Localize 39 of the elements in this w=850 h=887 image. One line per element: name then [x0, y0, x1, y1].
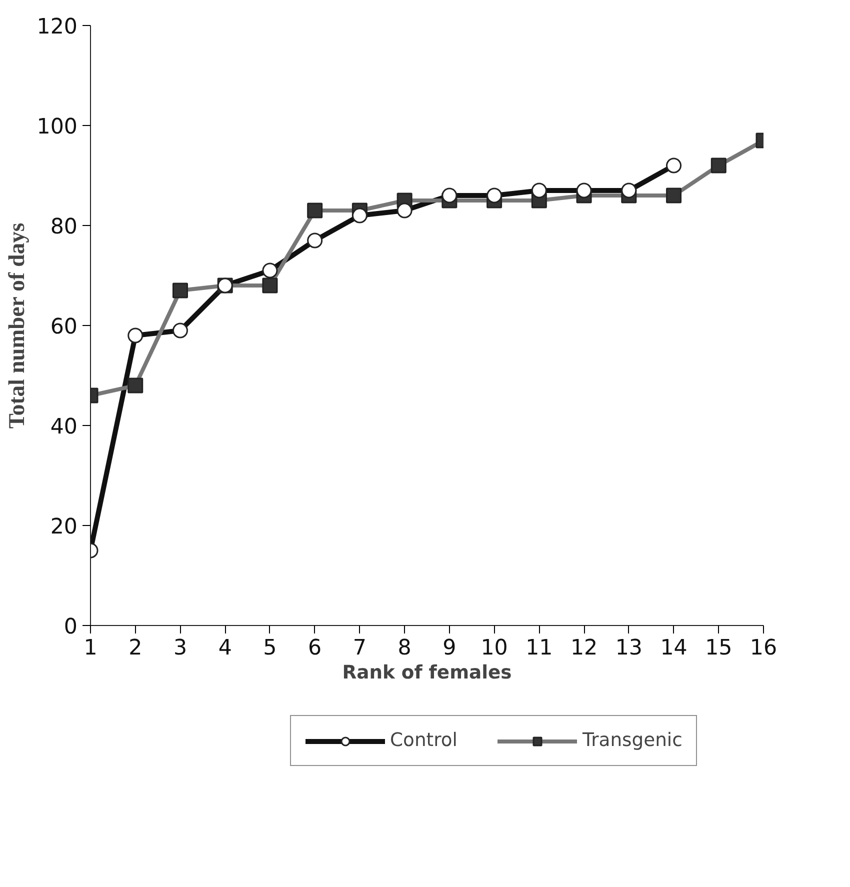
point	[172, 322, 188, 338]
y-tick-label: 20	[50, 514, 78, 540]
legend-label: Transgenic	[582, 730, 682, 751]
y-tick-label: 120	[36, 14, 78, 40]
x-tick-label: 7	[352, 636, 366, 660]
point	[531, 182, 547, 198]
point	[396, 202, 412, 218]
x-tick-label: 4	[218, 636, 232, 660]
x-tick-label: 6	[308, 636, 322, 660]
point	[128, 328, 144, 344]
y-axis-title: Total number of days	[4, 222, 29, 429]
point	[262, 262, 278, 278]
point	[621, 182, 637, 198]
y-tick-label: 40	[50, 414, 78, 440]
x-tick-label: 14	[660, 636, 688, 660]
x-tick-label: 10	[480, 636, 508, 660]
x-tick-label: 2	[128, 636, 142, 660]
x-tick-label: 9	[442, 636, 456, 660]
point	[486, 188, 502, 204]
x-tick-label: 16	[750, 636, 778, 660]
point	[307, 232, 323, 248]
x-tick-label: 12	[570, 636, 598, 660]
y-tick-label: 0	[64, 614, 78, 640]
x-tick-label: 13	[615, 636, 642, 660]
y-tick-label: 100	[36, 114, 78, 140]
x-tick-label: 3	[173, 636, 188, 660]
point	[576, 182, 592, 198]
x-tick-label: 1	[84, 636, 98, 660]
point	[442, 188, 458, 204]
x-tick-label: 15	[705, 636, 732, 660]
point	[666, 158, 682, 174]
x-tick-label: 5	[263, 636, 277, 660]
y-tick-label: 60	[50, 314, 78, 340]
x-tick-label: 11	[526, 636, 553, 660]
x-tick-label: 8	[398, 636, 412, 660]
y-tick-label: 80	[50, 214, 78, 240]
point	[352, 208, 368, 224]
x-axis-title: Rank of females	[342, 662, 512, 684]
legend-label: Control	[390, 730, 458, 751]
